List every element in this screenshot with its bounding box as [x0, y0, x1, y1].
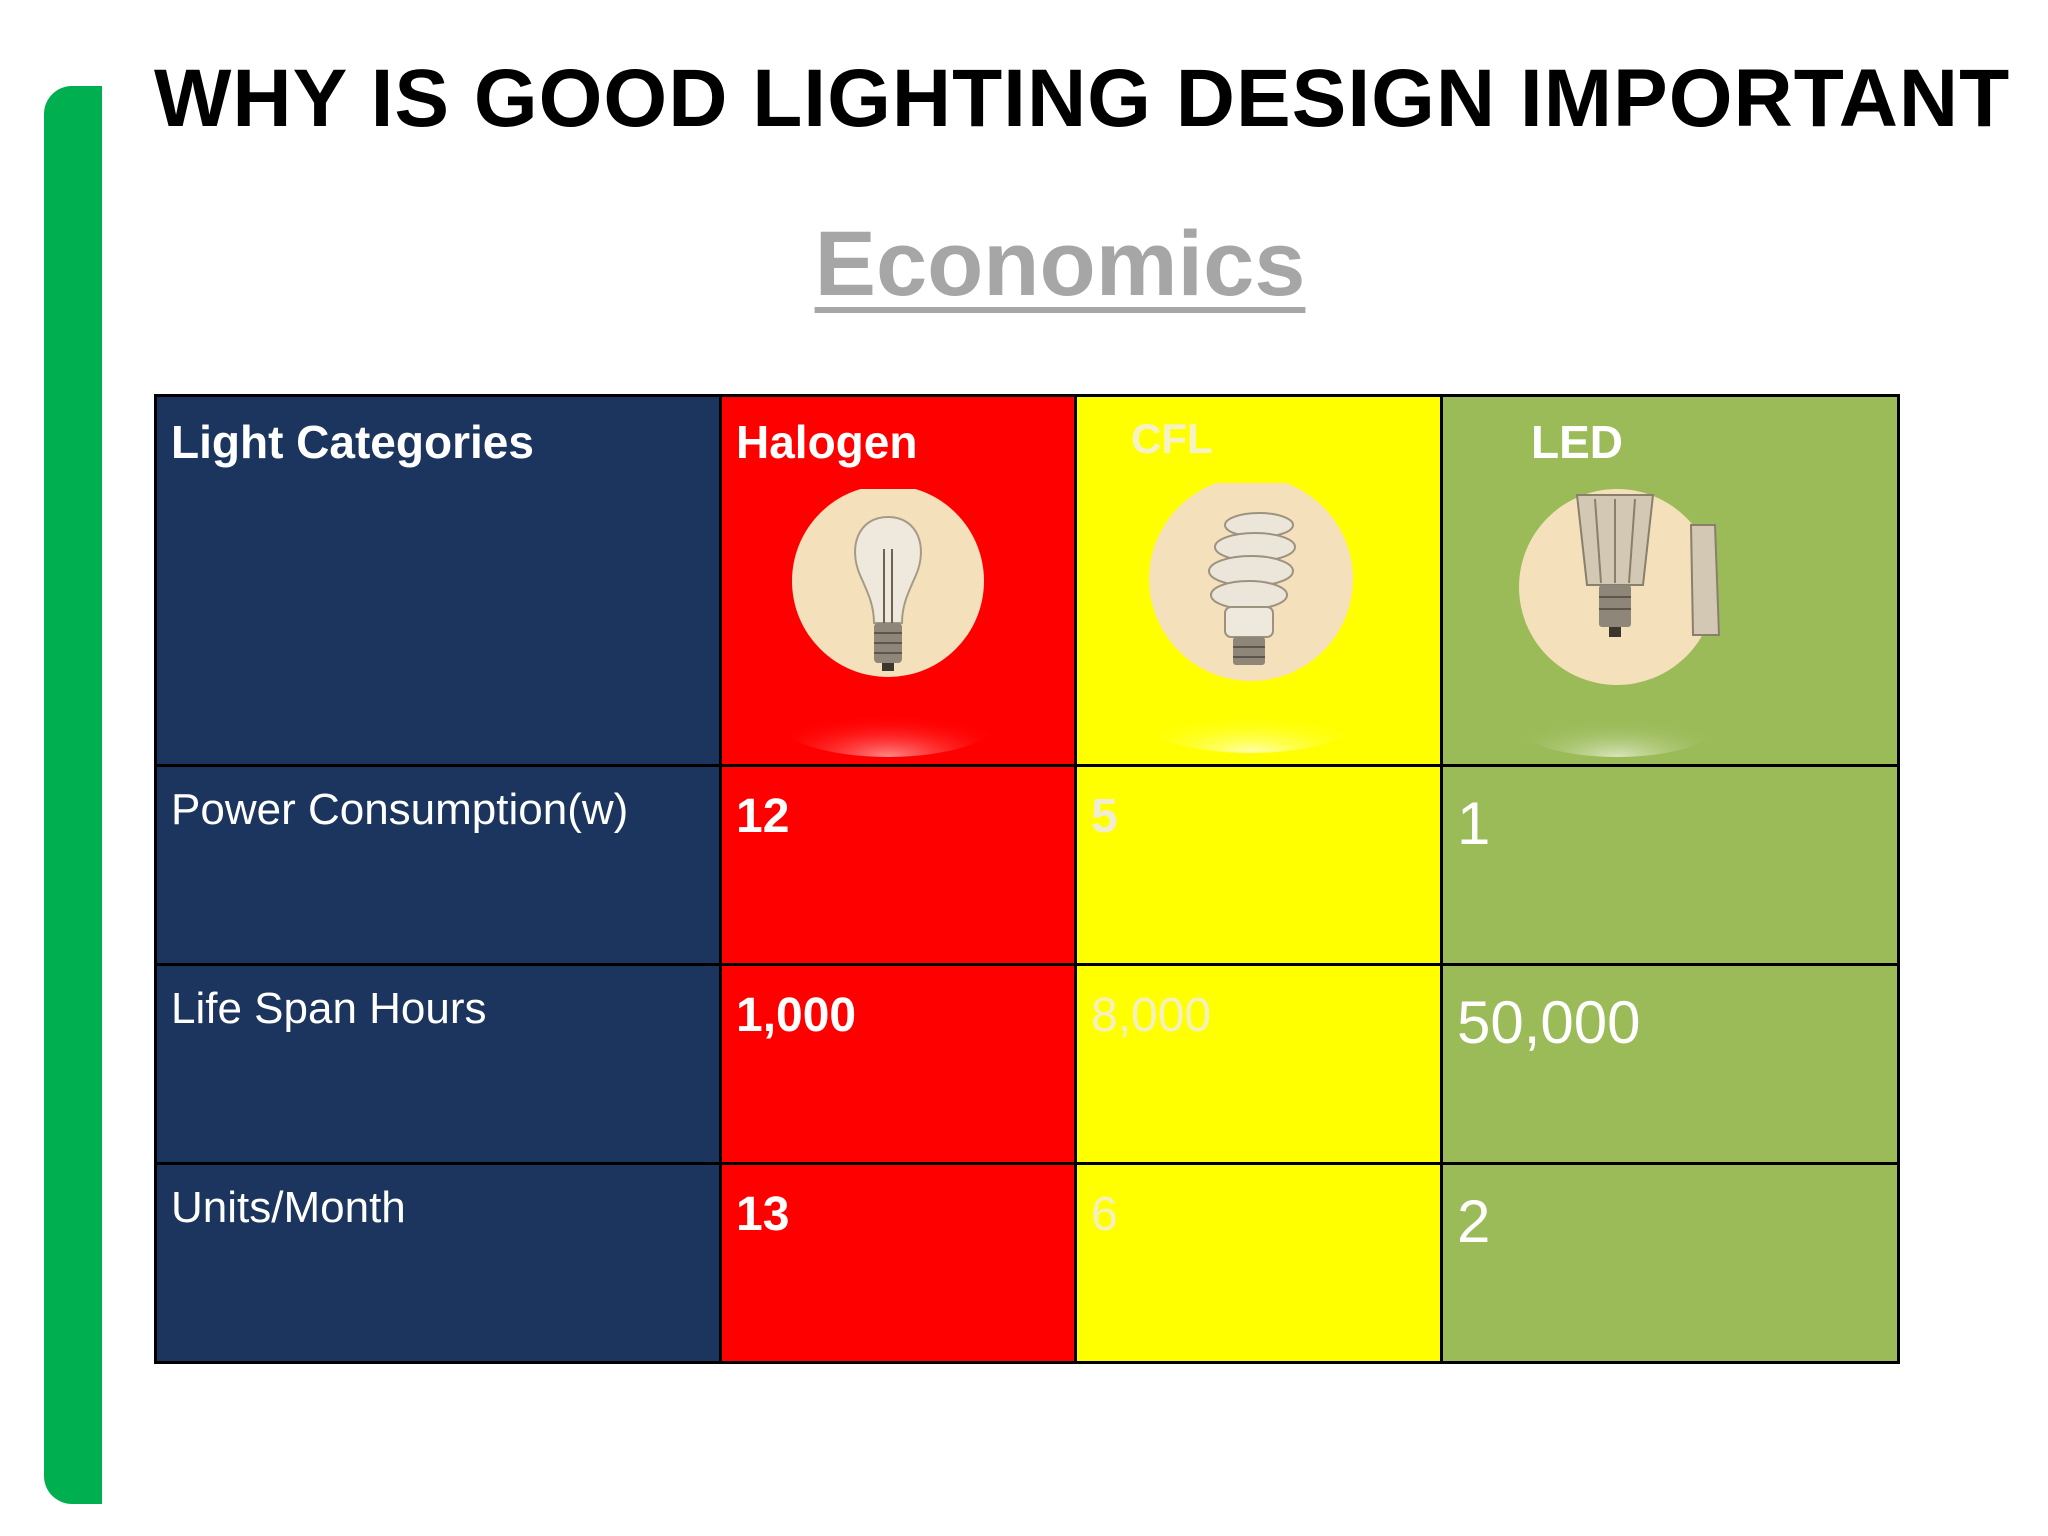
header-label-category: Light Categories	[171, 416, 534, 468]
row-label-cell: Power Consumption(w)	[154, 764, 722, 966]
cfl-value-cell: 6	[1074, 1162, 1443, 1364]
table-row: Life Span Hours 1,000 8,000 50,000	[154, 963, 1900, 1165]
led-bulb-icon	[1457, 489, 1883, 759]
header-label-halogen: Halogen	[736, 416, 918, 468]
header-cell-category: Light Categories	[154, 394, 722, 767]
cfl-value: 6	[1091, 1188, 1118, 1241]
header-cell-halogen: Halogen	[719, 394, 1077, 767]
cfl-spiral-bulb-icon	[1091, 483, 1426, 753]
table-header-row: Light Categories Halogen	[154, 394, 1900, 767]
cfl-value-cell: 5	[1074, 764, 1443, 966]
incandescent-bulb-icon	[736, 489, 1060, 759]
halogen-value-cell: 13	[719, 1162, 1077, 1364]
led-value: 50,000	[1457, 989, 1641, 1056]
halogen-value: 1,000	[736, 989, 857, 1042]
halogen-value: 12	[736, 790, 790, 843]
table-row: Units/Month 13 6 2	[154, 1162, 1900, 1364]
row-label: Life Span Hours	[171, 984, 487, 1033]
halogen-value-cell: 1,000	[719, 963, 1077, 1165]
row-label-cell: Units/Month	[154, 1162, 722, 1364]
led-value-cell: 50,000	[1440, 963, 1900, 1165]
slide-subtitle: Economics	[814, 213, 1306, 315]
accent-bar	[44, 86, 102, 1504]
cfl-value-cell: 8,000	[1074, 963, 1443, 1165]
led-value: 2	[1457, 1188, 1491, 1255]
slide-title: WHY IS GOOD LIGHTING DESIGN IMPORTANT	[154, 53, 2011, 144]
header-label-cfl: CFL	[1131, 415, 1213, 462]
row-label: Power Consumption(w)	[171, 785, 629, 834]
comparison-table: Light Categories Halogen	[154, 394, 1900, 1364]
header-cell-cfl: CFL	[1074, 394, 1443, 767]
header-cell-led: LED	[1440, 394, 1900, 767]
led-value-cell: 2	[1440, 1162, 1900, 1364]
cfl-value: 5	[1091, 790, 1118, 843]
halogen-value: 13	[736, 1188, 790, 1241]
table-row: Power Consumption(w) 12 5 1	[154, 764, 1900, 966]
led-value: 1	[1457, 790, 1491, 857]
row-label-cell: Life Span Hours	[154, 963, 722, 1165]
header-label-led: LED	[1531, 416, 1623, 468]
led-value-cell: 1	[1440, 764, 1900, 966]
cfl-value: 8,000	[1091, 989, 1212, 1042]
halogen-value-cell: 12	[719, 764, 1077, 966]
row-label: Units/Month	[171, 1183, 406, 1232]
